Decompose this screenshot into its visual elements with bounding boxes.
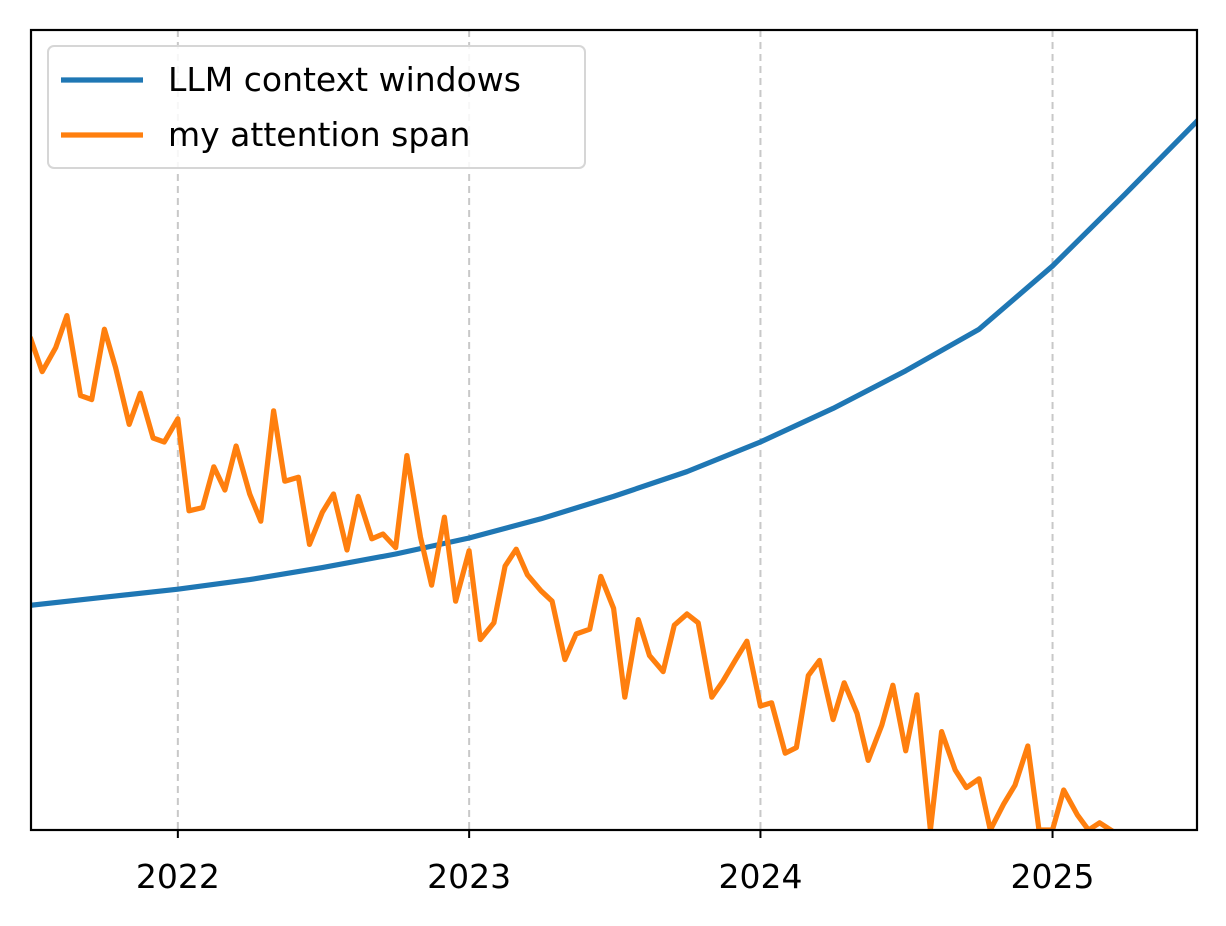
plot-frame (29, 28, 1199, 832)
legend-label-my-attention-span: my attention span (168, 115, 470, 154)
legend-label-llm-context-windows: LLM context windows (168, 60, 521, 99)
legend: LLM context windows my attention span (47, 45, 586, 169)
x-tick-label-2025: 2025 (1011, 857, 1095, 896)
series-line-my-attention-span (31, 313, 1115, 830)
series-line-llm-context-windows (31, 117, 1197, 608)
x-axis: 2022 2023 2024 2025 (136, 830, 1095, 896)
x-tick-label-2023: 2023 (427, 857, 511, 896)
series-layer (31, 117, 1197, 830)
x-tick-label-2024: 2024 (718, 857, 802, 896)
x-tick-label-2022: 2022 (136, 857, 220, 896)
legend-box (47, 45, 586, 169)
